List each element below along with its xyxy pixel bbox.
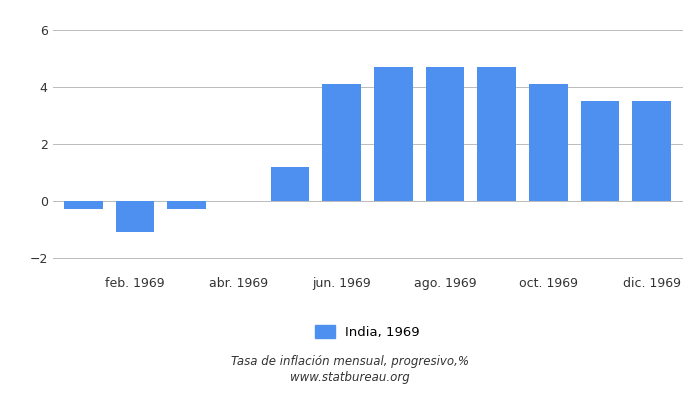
Bar (167, 201, 206, 210)
Bar (271, 167, 309, 201)
Bar (477, 67, 516, 201)
Bar (632, 101, 671, 201)
Bar (322, 84, 361, 201)
Legend: India, 1969: India, 1969 (315, 325, 420, 339)
Bar (426, 67, 464, 201)
Text: Tasa de inflación mensual, progresivo,%: Tasa de inflación mensual, progresivo,% (231, 356, 469, 368)
Bar (580, 101, 620, 201)
Bar (374, 67, 413, 201)
Text: www.statbureau.org: www.statbureau.org (290, 372, 410, 384)
Bar (64, 201, 103, 210)
Bar (529, 84, 568, 201)
Bar (116, 201, 155, 232)
